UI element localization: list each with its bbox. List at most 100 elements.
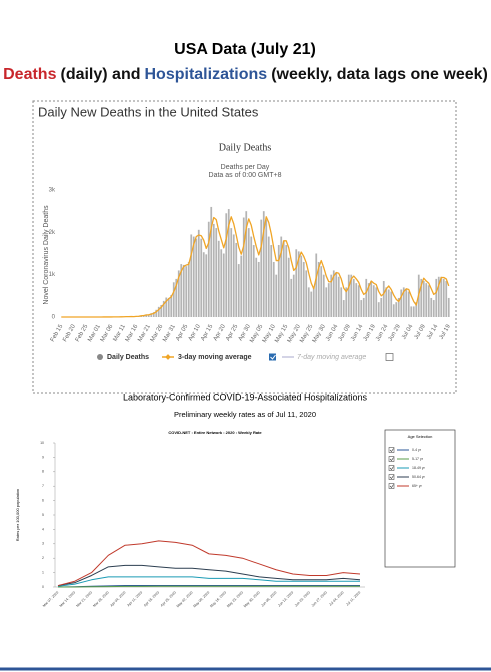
y-tick-label: 5 [42,513,44,517]
legend-checkbox[interactable] [388,465,395,471]
x-tick-label: Mar 14, 2020 [59,590,76,607]
y-tick-label: 9 [42,455,44,459]
bar [207,221,210,317]
legend-checkbox[interactable] [388,447,395,453]
bar [275,274,278,317]
bar [250,236,253,317]
y-tick-label: 7 [42,484,44,488]
y-tick-label: 6 [42,499,44,503]
bar [342,300,345,317]
legend-checkbox[interactable] [388,456,395,462]
legend-label: 5-17 yr [412,457,424,461]
subtitle-part: (daily) and [60,66,141,83]
series-line [57,585,360,588]
bar [375,287,378,317]
bar [260,219,263,317]
bar [270,245,273,317]
bar [362,297,365,317]
x-tick-label: Apr 25, 2020 [160,590,177,607]
series-line [57,540,361,587]
bar [265,219,268,317]
legend-checkbox[interactable] [388,474,395,480]
bar [202,252,205,317]
bar [180,264,183,317]
bar [332,270,335,317]
legend-label: 0-4 yr [412,448,422,452]
x-tick-label: Jun 29 [388,323,403,342]
bar [447,297,450,317]
bar [170,294,173,317]
series-line [58,585,360,588]
legend-title: Age Selection [408,434,433,439]
bar [350,274,353,317]
bar [337,276,340,317]
y-tick-label: 3k [49,188,56,194]
chart-frame [32,100,457,394]
bar [247,228,250,317]
bar [210,206,213,317]
bar [400,289,403,317]
legend-check [270,354,276,360]
bar [232,234,235,317]
legend-checkbox[interactable] [385,353,394,361]
bar [182,264,185,317]
bar [330,274,333,317]
bar [397,297,400,317]
legend-label: 7-day moving average [297,354,366,361]
bar [262,211,265,317]
bar [245,211,248,317]
bar [387,289,390,317]
bar [300,255,303,317]
bar [212,223,215,317]
bar [187,261,190,317]
bar [190,234,193,317]
legend-checkbox[interactable] [269,353,276,361]
bar [312,287,315,317]
bar [287,257,290,317]
subtitle-part: (weekly, data lags one week) [271,66,488,83]
bar [325,287,328,317]
subtitle-part: Hospitalizations [144,66,268,83]
bar [242,217,245,317]
bar [442,278,445,317]
y-tick-label: 8 [42,470,44,474]
bar [322,274,325,317]
bar [432,300,435,317]
bar [292,274,295,317]
x-tick-label: Jun 27, 2020 [311,591,328,608]
bar [272,261,275,317]
x-tick-label: May 30, 2020 [243,591,261,609]
bar [392,304,395,317]
bar [295,249,298,317]
legend-checkbox[interactable] [388,483,395,489]
bar [192,236,195,317]
x-tick-label: May 09, 2020 [193,591,211,609]
x-tick-label: Jul 19 [439,323,453,340]
bar [220,249,223,317]
x-tick-label: Mar 21, 2020 [76,590,93,607]
bar [412,306,415,317]
bar [222,253,225,317]
bar [197,229,200,317]
chart-title: Laboratory-Confirmed COVID-19-Associated… [123,392,368,402]
x-tick-label: Mar 28, 2020 [92,590,109,607]
page-title: USA Data (July 21) [174,41,316,58]
bar [382,281,385,317]
bar [267,236,270,317]
bar [290,278,293,317]
x-tick-label: May 16, 2020 [209,591,227,609]
bar [317,261,320,317]
bar [255,257,258,317]
bar [172,282,175,317]
bar [160,304,163,317]
bar [302,261,305,317]
bar [427,285,430,317]
bar [327,283,330,317]
bar [360,300,363,317]
x-tick-label: Apr 04, 2020 [109,590,126,607]
legend-check [389,466,394,470]
bar [205,254,208,317]
y-tick-label: 1 [42,571,44,575]
legend-label: 65+ yr [412,484,423,488]
bar [162,300,165,317]
